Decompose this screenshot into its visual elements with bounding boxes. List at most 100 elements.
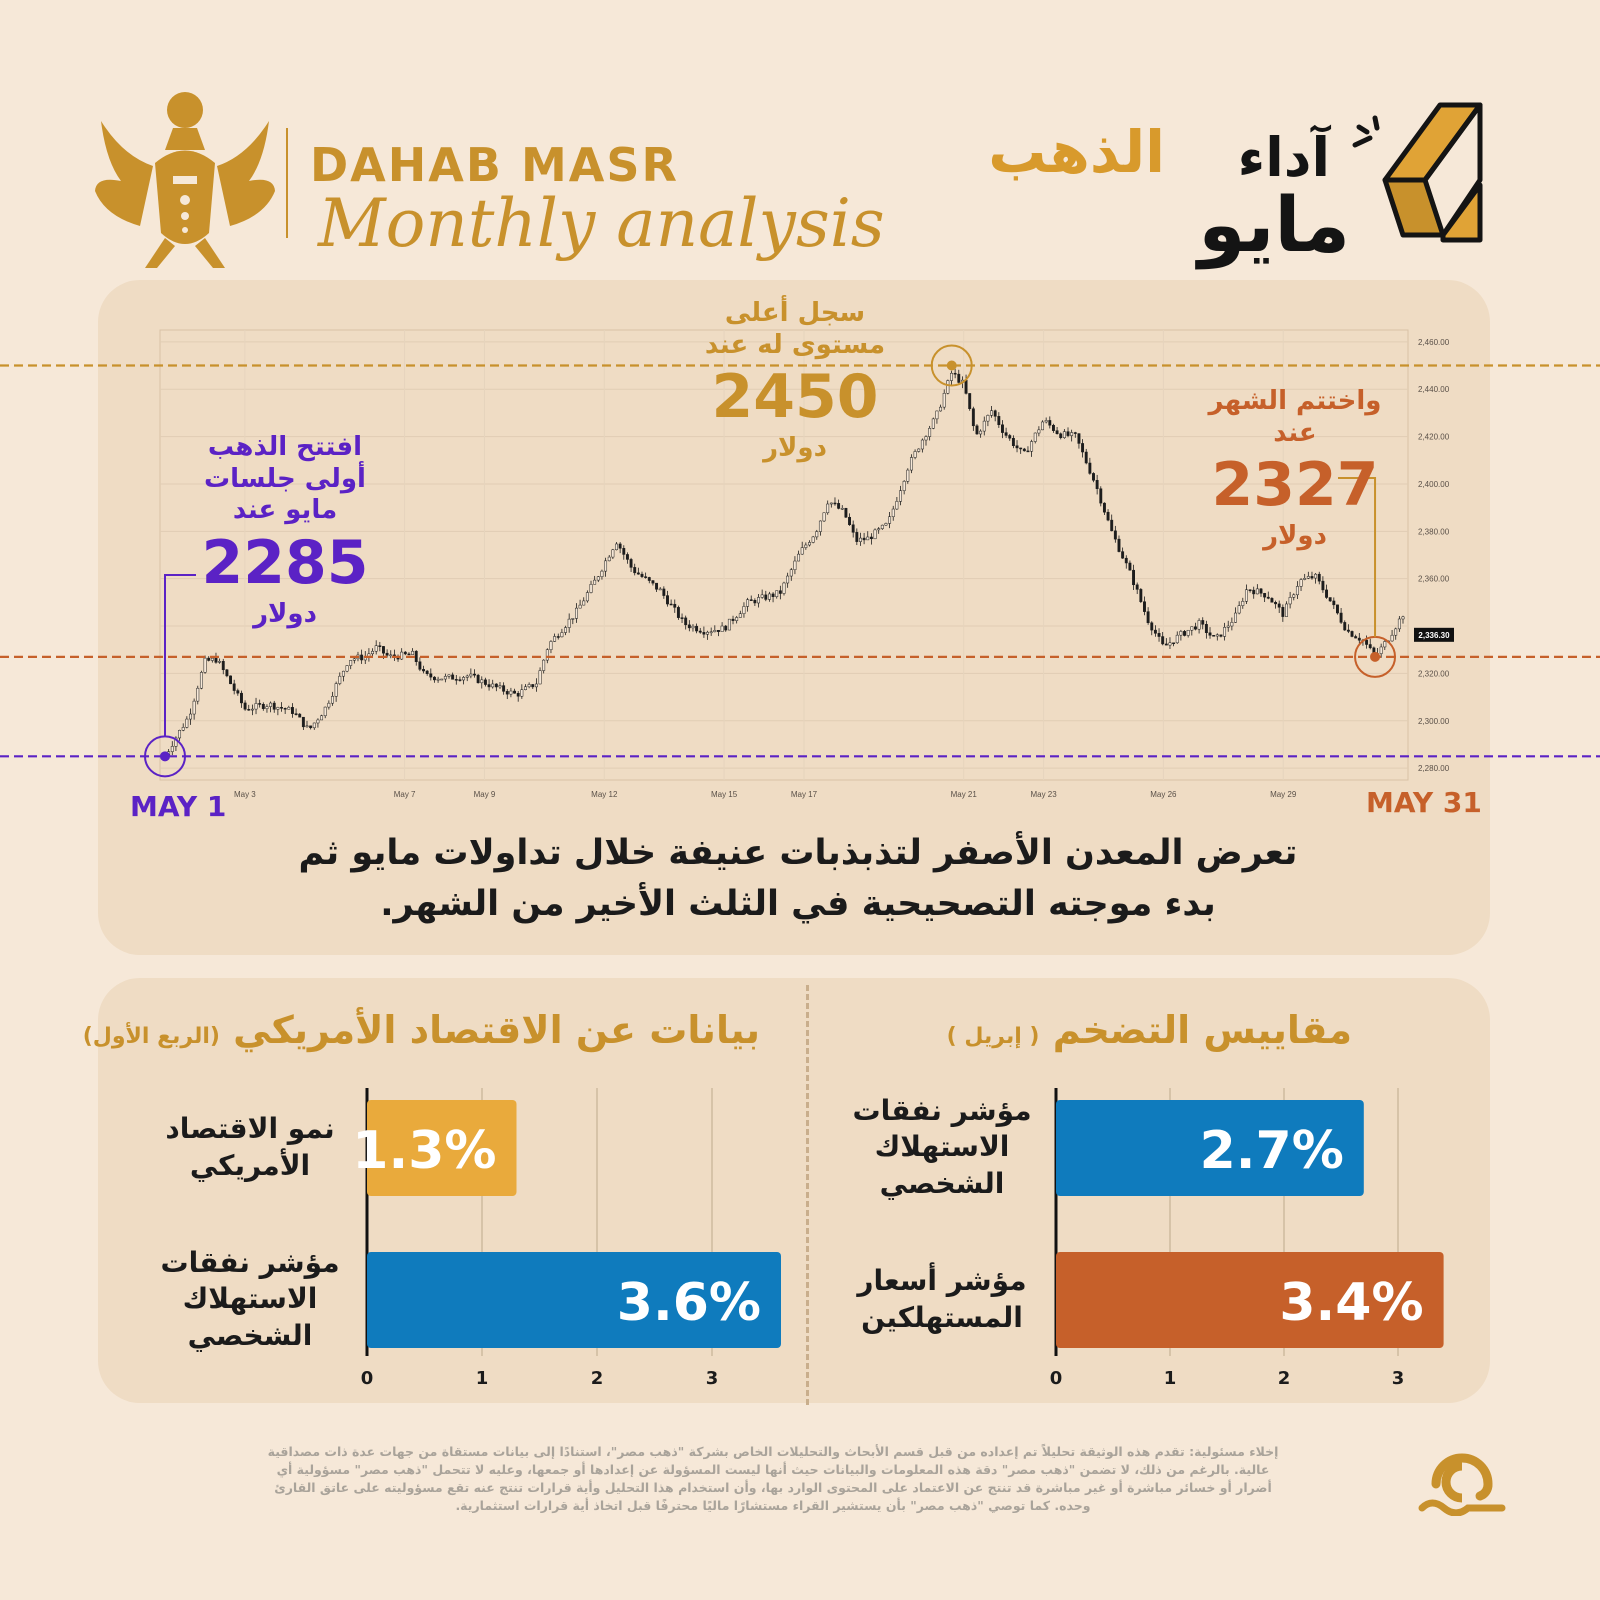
candle-body — [178, 730, 182, 739]
candle — [1339, 608, 1343, 625]
candle — [345, 665, 349, 673]
candle-body — [746, 599, 750, 607]
candle-body — [312, 722, 316, 729]
candle-body — [1212, 635, 1216, 637]
inflation-subtitle: ( إبريل ) — [946, 1024, 1040, 1049]
candle-body — [1317, 573, 1321, 582]
candle — [487, 679, 491, 691]
candle-body — [822, 512, 826, 522]
candle-body — [432, 676, 436, 681]
candle-body — [604, 560, 608, 572]
candle-body — [371, 650, 374, 655]
candle-body — [520, 689, 524, 697]
candle — [403, 651, 407, 656]
candle — [221, 658, 225, 675]
candle — [429, 668, 433, 681]
plot-area — [159, 329, 1409, 781]
candle — [192, 698, 196, 720]
candle-body — [1092, 473, 1095, 481]
candle — [250, 704, 254, 716]
candle-body — [655, 582, 659, 590]
us-economy-category-label: نمو الاقتصاد الأمريكي — [165, 1112, 335, 1182]
candle — [498, 681, 502, 689]
candle-body — [447, 674, 451, 677]
candle — [502, 682, 506, 695]
candle-body — [225, 669, 229, 677]
candle — [1004, 427, 1008, 438]
candle-body — [1288, 597, 1292, 605]
candle-body — [564, 627, 567, 633]
candle-body — [1383, 641, 1387, 648]
candle — [920, 438, 924, 453]
x-tick-label: May 15 — [711, 790, 738, 799]
candle — [793, 556, 797, 575]
candle — [917, 448, 921, 453]
candle-body — [895, 501, 899, 510]
inflation-category-label: مؤشر نفقات الاستهلاك الشخصي — [852, 1093, 1032, 1201]
us-economy-x-tick-label: 0 — [361, 1368, 374, 1389]
candle-body — [290, 707, 294, 714]
candle-body — [174, 737, 178, 747]
candle — [749, 595, 753, 601]
candle — [534, 678, 538, 692]
candle — [691, 624, 695, 632]
candle — [1019, 447, 1023, 454]
candle — [1274, 600, 1278, 609]
high-annotation: سجل أعلى مستوى له عند 2450 دولار — [680, 298, 910, 465]
candle-body — [1328, 597, 1332, 602]
inflation-x-tick-label: 2 — [1278, 1368, 1291, 1389]
last-price-tag — [1414, 627, 1454, 642]
candle-body — [698, 630, 702, 633]
candle — [895, 497, 899, 510]
candle-body — [531, 684, 535, 688]
candle — [724, 624, 728, 632]
candle — [633, 563, 637, 576]
candle-body — [1325, 589, 1328, 598]
candle — [600, 569, 604, 580]
candle-body — [382, 646, 385, 654]
candle-body — [1124, 557, 1128, 564]
candle-body — [549, 641, 553, 650]
candle — [385, 649, 389, 658]
candle-body — [1223, 627, 1227, 637]
candle-body — [320, 715, 324, 721]
candle-body — [636, 572, 640, 575]
candle — [505, 689, 509, 700]
candle-body — [596, 576, 600, 581]
candle — [1161, 631, 1165, 646]
candle — [585, 590, 589, 603]
candle-body — [1332, 600, 1336, 606]
chart-caption: تعرض المعدن الأصفر لتذبذبات عنيفة خلال ت… — [298, 833, 1298, 924]
candle — [1117, 535, 1121, 553]
candle — [826, 500, 830, 515]
candle-body — [254, 703, 258, 710]
candle-body — [877, 528, 881, 531]
candle-body — [582, 600, 586, 606]
candle — [669, 599, 673, 606]
candle-body — [1339, 612, 1343, 623]
candle-body — [902, 481, 906, 491]
candle — [465, 674, 469, 682]
candle-body — [575, 607, 578, 619]
candle-body — [1106, 511, 1110, 521]
candle-body — [658, 588, 662, 591]
candle — [1303, 573, 1307, 581]
candle — [1310, 571, 1314, 580]
candle-body — [250, 708, 254, 711]
candle-body — [236, 690, 240, 694]
x-tick-label: May 21 — [951, 790, 978, 799]
candle-body — [301, 716, 305, 728]
us-economy-x-tick-label: 3 — [706, 1368, 719, 1389]
candle — [1383, 638, 1387, 650]
candle — [1295, 581, 1299, 600]
candle-body — [957, 373, 961, 383]
us-economy-bar — [367, 1252, 781, 1348]
open-label: افتتح الذهب أولى جلسات مايو عند — [204, 432, 366, 526]
candle-body — [771, 593, 775, 597]
candle-body — [1237, 605, 1241, 614]
candle-body — [600, 570, 604, 577]
candle — [851, 520, 855, 538]
candle-body — [1390, 634, 1394, 642]
candle-body — [389, 654, 393, 657]
